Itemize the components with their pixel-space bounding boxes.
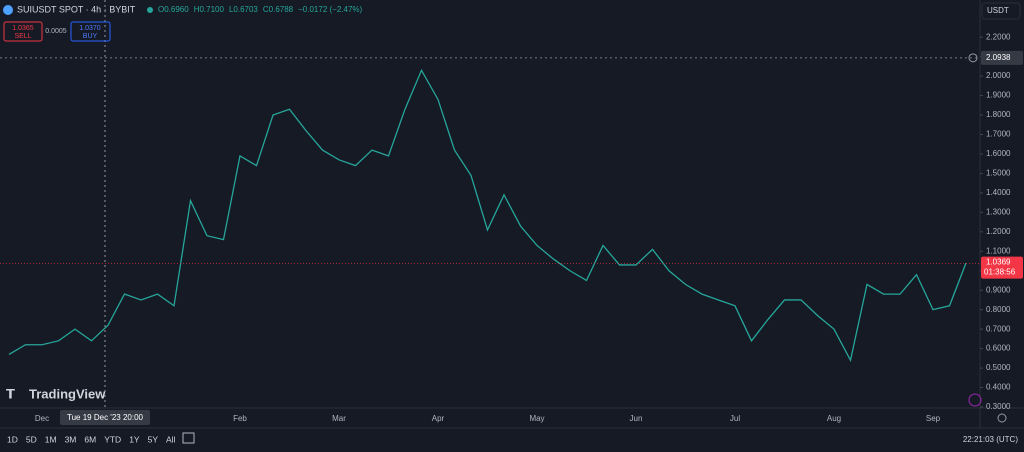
ohlc-value: L0.6703 <box>229 5 258 14</box>
x-tick-label: Apr <box>432 414 445 423</box>
sell-price: 1.0365 <box>12 25 34 32</box>
crosshair-time-badge <box>60 410 150 425</box>
y-tick-label: 0.4000 <box>986 383 1011 392</box>
sell-button[interactable] <box>3 21 43 42</box>
brand-logo: 𝗧 <box>6 386 15 401</box>
y-tick-label: 0.3000 <box>986 402 1011 411</box>
price-line <box>8 68 967 363</box>
symbol-icon <box>3 5 13 15</box>
brand: TradingView <box>29 386 106 401</box>
countdown: 01:38:56 <box>984 268 1016 277</box>
range-button[interactable]: 6M <box>84 434 96 444</box>
buy-price: 1.0370 <box>79 25 101 32</box>
x-tick-label: Aug <box>827 414 841 423</box>
y-tick-label: 0.6000 <box>986 344 1011 353</box>
crosshair-time: Tue 19 Dec '23 20:00 <box>67 413 144 422</box>
x-tick-label: Jun <box>630 414 643 423</box>
y-tick-label: 0.9000 <box>986 285 1011 294</box>
y-tick-label: 1.5000 <box>986 169 1011 178</box>
currency: USDT <box>987 6 1009 15</box>
buy-button[interactable] <box>70 21 111 42</box>
range-button[interactable]: All <box>166 434 176 444</box>
y-tick-label: 1.6000 <box>986 149 1011 158</box>
y-tick-label: 2.2000 <box>986 32 1011 41</box>
date-range-icon[interactable] <box>182 432 195 444</box>
settings-icon[interactable] <box>997 413 1007 423</box>
x-tick-label: Mar <box>332 414 346 423</box>
x-tick-label: Sep <box>926 414 941 423</box>
y-tick-label: 1.1000 <box>986 246 1011 255</box>
range-button[interactable]: 1M <box>45 434 57 444</box>
range-button[interactable]: 1D <box>7 434 18 444</box>
crosshair-plus <box>968 53 978 63</box>
symbol[interactable]: SUIUSDT SPOT · 4h · BYBIT <box>17 4 136 14</box>
x-tick-label: Feb <box>233 414 247 423</box>
clock: 22:21:03 (UTC) <box>963 435 1018 444</box>
range-button[interactable]: 1Y <box>129 434 140 444</box>
y-tick-label: 1.3000 <box>986 207 1011 216</box>
x-tick-label: Dec <box>35 414 49 423</box>
range-button[interactable]: 3M <box>65 434 77 444</box>
spread: 0.0005 <box>45 28 67 35</box>
status-dot <box>147 7 153 13</box>
ohlc-value: C0.6788 <box>263 5 294 14</box>
range-button[interactable]: 5Y <box>148 434 159 444</box>
last-price: 1.0369 <box>986 258 1011 267</box>
y-tick-label: 1.2000 <box>986 227 1011 236</box>
y-tick-label: 1.9000 <box>986 91 1011 100</box>
currency-button[interactable] <box>981 2 1021 20</box>
x-tick-label: May <box>529 414 544 423</box>
range-button[interactable]: 5D <box>26 434 37 444</box>
y-tick-label: 2.0000 <box>986 71 1011 80</box>
range-buttons: 1D 5D 1M 3M 6M YTD 1Y 5Y All <box>7 434 176 444</box>
range-button[interactable]: YTD <box>104 434 121 444</box>
ohlc-value: −0.0172 (−2.47%) <box>298 5 362 14</box>
y-tick-label: 1.8000 <box>986 110 1011 119</box>
crosshair-price: 2.0938 <box>986 53 1011 62</box>
last-price-badge <box>981 256 1023 279</box>
y-tick-label: 0.5000 <box>986 363 1011 372</box>
ohlc-value: H0.7100 <box>194 5 225 14</box>
alert-icon[interactable] <box>968 393 982 407</box>
y-tick-label: 1.4000 <box>986 188 1011 197</box>
sell-label: SELL <box>14 33 31 40</box>
x-tick-label: Jul <box>730 414 740 423</box>
buy-label: BUY <box>83 33 98 40</box>
y-tick-label: 0.7000 <box>986 324 1011 333</box>
ohlc-value: O0.6960 <box>158 5 189 14</box>
y-tick-label: 0.8000 <box>986 305 1011 314</box>
ohlc: O0.6960 H0.7100 L0.6703 C0.6788 −0.0172 (−2.… <box>158 5 363 14</box>
crosshair-price-badge <box>981 50 1023 65</box>
y-tick-label: 1.7000 <box>986 130 1011 139</box>
